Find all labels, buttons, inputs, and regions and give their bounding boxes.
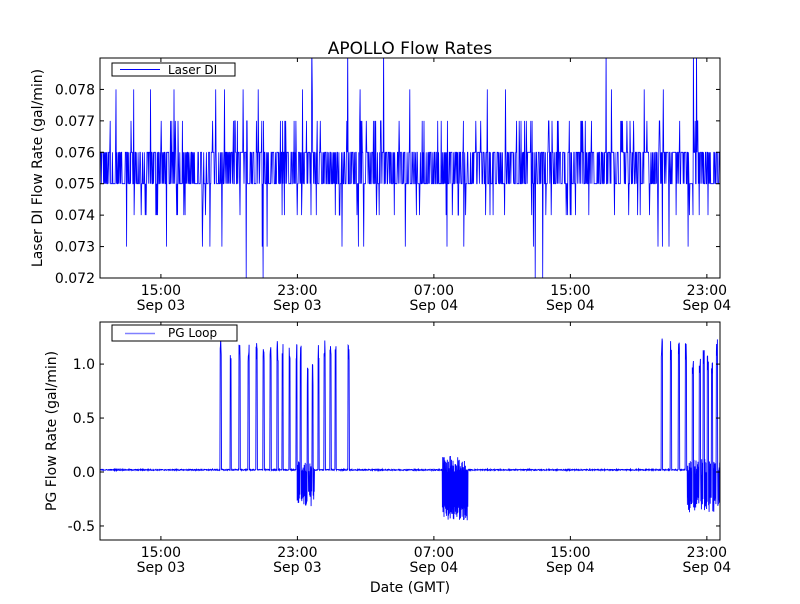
x-axis-label: Date (GMT) [370,580,450,596]
x-tick-date-label: Sep 04 [683,560,732,576]
y-tick-label: 0.077 [55,114,95,130]
x-tick-time-label: 23:00 [277,283,317,299]
y-tick-label: 0.076 [55,145,95,161]
bottom-legend: PG Loop [111,324,238,342]
x-tick-date-label: Sep 03 [137,560,186,576]
series-line-laser-di [100,58,720,278]
series-line-pg-loop [100,338,720,521]
x-tick-time-label: 23:00 [687,283,727,299]
top-y-axis-label: Laser DI Flow Rate (gal/min) [30,69,46,267]
x-tick-time-label: 07:00 [414,283,454,299]
bottom-y-axis-label: PG Flow Rate (gal/min) [44,351,60,511]
y-tick-label: 0.073 [55,240,95,256]
x-tick-time-label: 15:00 [141,283,181,299]
y-tick-label: 0.075 [55,177,95,193]
x-tick-date-label: Sep 03 [273,298,322,314]
x-tick-time-label: 23:00 [277,545,317,561]
x-tick-date-label: Sep 03 [273,560,322,576]
x-tick-date-label: Sep 04 [546,298,595,314]
y-tick-label: 0.078 [55,82,95,98]
chart-title: APOLLO Flow Rates [328,39,493,59]
bottom-axes-frame [99,321,721,541]
top-legend: Laser DI [111,62,236,77]
x-tick-date-label: Sep 04 [546,560,595,576]
y-tick-label: 1.0 [73,357,95,373]
y-tick-label: -0.5 [68,519,95,535]
x-tick-time-label: 15:00 [550,283,590,299]
x-tick-time-label: 15:00 [141,545,181,561]
x-tick-date-label: Sep 04 [410,560,459,576]
y-tick-label: 0.074 [55,208,95,224]
x-tick-time-label: 07:00 [414,545,454,561]
x-tick-date-label: Sep 03 [137,298,186,314]
y-tick-label: 0.072 [55,271,95,287]
x-tick-time-label: 15:00 [550,545,590,561]
top-axes: 0.072 0.073 0.074 0.075 0.076 0.077 0.078 15:00… [30,57,732,314]
x-tick-date-label: Sep 04 [683,298,732,314]
top-axes-frame [99,57,721,279]
legend-label-laser-di: Laser DI [168,63,217,77]
y-tick-label: 0.0 [73,465,95,481]
x-tick-time-label: 23:00 [687,545,727,561]
legend-label-pg-loop: PG Loop [168,326,217,340]
y-tick-label: 0.5 [73,411,95,427]
x-tick-date-label: Sep 04 [410,298,459,314]
